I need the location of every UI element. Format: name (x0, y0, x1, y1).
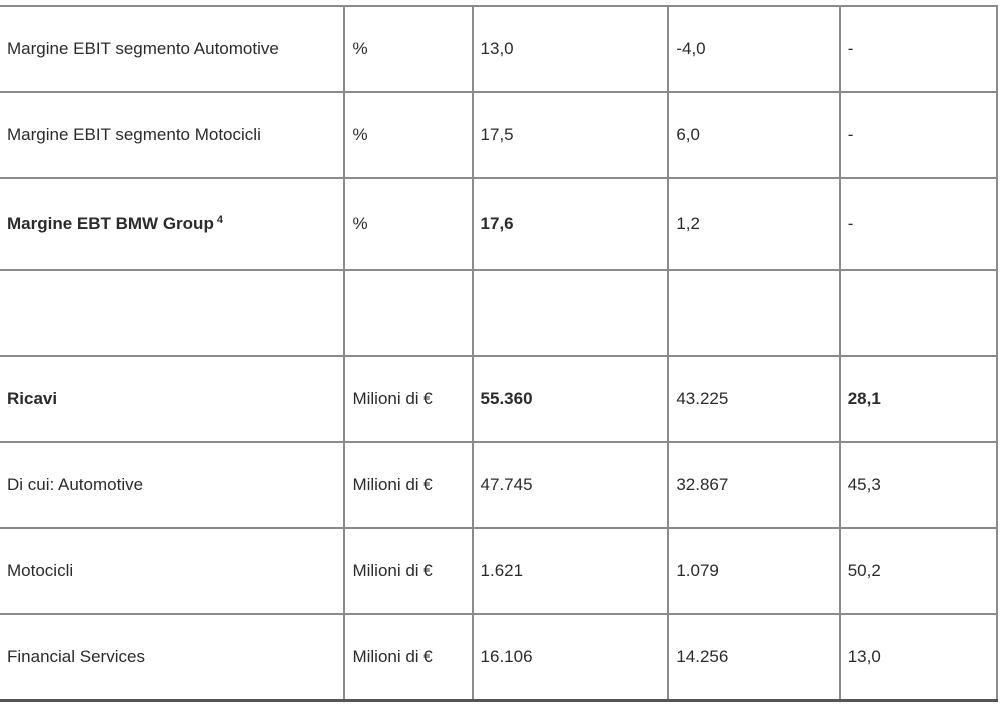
unit-cell: Milioni di € (343, 441, 474, 529)
value-current-cell (471, 269, 670, 357)
change-percent: - (847, 39, 854, 58)
table-row: Margine EBIT segmento Automotive% 13,0 -4,… (0, 5, 999, 93)
value-previous-cell: 1,2 (667, 177, 841, 271)
footnote-marker: 4 (216, 214, 223, 226)
unit: % (352, 125, 368, 144)
unit: Milioni di € (352, 561, 433, 580)
value-current-cell: 17,6 (471, 177, 670, 271)
metric-label: Di cui: Automotive (7, 475, 144, 494)
value-current-cell: 1.621 (471, 527, 670, 615)
unit-cell: % (343, 91, 474, 179)
value-current: 16.106 (480, 646, 533, 666)
value-current: 17,5 (480, 125, 514, 144)
metric-label-cell: Margine EBIT segmento Automotive (0, 5, 346, 93)
change-percent: - (847, 214, 854, 233)
value-previous: 1.079 (676, 561, 719, 580)
value-current: 17,6 (480, 214, 514, 233)
metric-label: Financial Services (7, 646, 145, 666)
table-row (0, 269, 999, 357)
metric-label-cell: Margine EBIT segmento Motocicli (0, 91, 346, 179)
table-row: Margine EBT BMW Group 4% 17,6 1,2 - (0, 177, 999, 271)
unit-cell: % (343, 5, 474, 93)
change-percent-cell: 13,0 (838, 613, 999, 702)
change-percent: - (847, 125, 854, 144)
change-percent-cell (838, 269, 999, 357)
change-percent: 28,1 (847, 389, 881, 408)
value-previous-cell: 32.867 (667, 441, 841, 529)
value-current: 55.360 (480, 389, 533, 408)
unit-cell: Milioni di € (343, 527, 474, 615)
value-current-cell: 17,5 (471, 91, 670, 179)
value-previous: -4,0 (676, 39, 706, 58)
value-current-cell: 16.106 (471, 613, 670, 702)
change-percent-cell: - (838, 5, 999, 93)
metric-label-cell: Financial Services (0, 613, 346, 702)
metric-label-cell (0, 269, 346, 357)
unit-cell: % (343, 177, 474, 271)
value-previous-cell: 43.225 (667, 355, 841, 443)
value-previous: 32.867 (676, 475, 729, 494)
value-previous: 14.256 (676, 646, 729, 666)
metric-label-cell: Margine EBT BMW Group 4 (0, 177, 346, 271)
value-current: 13,0 (480, 39, 514, 58)
change-percent: 45,3 (847, 475, 881, 494)
metric-label: Margine EBIT segmento Automotive (7, 39, 279, 58)
unit: % (352, 214, 368, 233)
unit: Milioni di € (352, 389, 433, 408)
change-percent-cell: 50,2 (838, 527, 999, 615)
value-previous-cell: 1.079 (667, 527, 841, 615)
unit: % (352, 39, 368, 58)
value-previous-cell: -4,0 (667, 5, 841, 93)
unit-cell: Milioni di € (343, 613, 474, 702)
change-percent-cell: 45,3 (838, 441, 999, 529)
value-previous-cell: 6,0 (667, 91, 841, 179)
metric-label-cell: Ricavi (0, 355, 346, 443)
table-row: Motocicli Milioni di € 1.621 1.079 50,2 (0, 527, 999, 615)
value-current-cell: 13,0 (471, 5, 670, 93)
value-current-cell: 55.360 (471, 355, 670, 443)
financial-results-table: Margine EBIT segmento Automotive% 13,0 -4,… (0, 5, 999, 702)
table-row: Financial Services Milioni di € 16.106 14.2… (0, 613, 999, 702)
unit: Milioni di € (352, 646, 433, 666)
table-row: Margine EBIT segmento Motocicli% 17,5 6,0 - (0, 91, 999, 179)
value-current: 1.621 (480, 561, 524, 580)
value-current: 47.745 (480, 475, 533, 494)
metric-label: Ricavi (7, 389, 58, 408)
change-percent-cell: - (838, 177, 999, 271)
unit-cell: Milioni di € (343, 355, 474, 443)
value-previous: 6,0 (676, 125, 700, 144)
change-percent: 13,0 (847, 646, 881, 666)
metric-label: Margine EBIT segmento Motocicli (7, 125, 261, 144)
metric-label: Margine EBT BMW Group (7, 214, 214, 233)
value-previous: 1,2 (676, 214, 700, 233)
change-percent: 50,2 (847, 561, 881, 580)
value-previous-cell (667, 269, 841, 357)
change-percent-cell: 28,1 (838, 355, 999, 443)
change-percent-cell: - (838, 91, 999, 179)
table-row: Di cui: Automotive Milioni di € 47.745 32.8… (0, 441, 999, 529)
metric-label-cell: Motocicli (0, 527, 346, 615)
table-row: Ricavi Milioni di € 55.360 43.225 28,1 (0, 355, 999, 443)
value-previous: 43.225 (676, 389, 729, 408)
unit-cell (343, 269, 474, 357)
unit: Milioni di € (352, 475, 433, 494)
metric-label: Motocicli (7, 561, 74, 580)
value-previous-cell: 14.256 (667, 613, 841, 702)
metric-label-cell: Di cui: Automotive (0, 441, 346, 529)
value-current-cell: 47.745 (471, 441, 670, 529)
